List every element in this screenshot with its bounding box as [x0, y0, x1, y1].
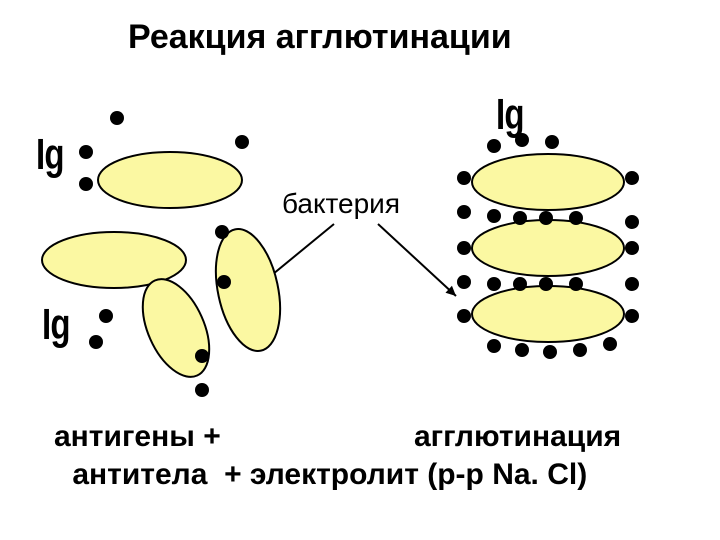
- antibody-dot: [457, 171, 471, 185]
- caption-antigens: антигены +: [54, 420, 221, 454]
- antibody-dot: [457, 309, 471, 323]
- antibody-dot: [573, 343, 587, 357]
- diagram-stage: Реакция агглютинации Ig Ig Ig бактерия а…: [0, 0, 720, 540]
- antibody-dot: [79, 145, 93, 159]
- antibody-dot: [569, 277, 583, 291]
- antibody-dot: [569, 211, 583, 225]
- caption-line2: антитела + электролит (р-р Na. Cl): [64, 458, 587, 492]
- antibody-dot: [543, 345, 557, 359]
- bacteria-ellipse: [470, 284, 626, 344]
- antibody-dot: [217, 275, 231, 289]
- antibody-dot: [195, 349, 209, 363]
- bacteria-ellipse: [470, 152, 626, 212]
- antibody-dot: [625, 215, 639, 229]
- antibody-dot: [625, 309, 639, 323]
- caption-agglutination: агглютинация: [414, 420, 621, 454]
- antibody-dot: [515, 133, 529, 147]
- bacteria-ellipse: [470, 218, 626, 278]
- bacteria-ellipse: [96, 150, 244, 210]
- antibody-dot: [110, 111, 124, 125]
- antibody-dot: [487, 209, 501, 223]
- antibody-dot: [235, 135, 249, 149]
- antibody-dot: [457, 275, 471, 289]
- antibody-dot: [513, 211, 527, 225]
- antibody-dot: [487, 277, 501, 291]
- antibody-dot: [513, 277, 527, 291]
- antibody-dot: [603, 337, 617, 351]
- antibody-dot: [625, 171, 639, 185]
- antibody-dot: [515, 343, 529, 357]
- antibody-dot: [79, 177, 93, 191]
- antibody-dot: [625, 277, 639, 291]
- antibody-dot: [195, 383, 209, 397]
- antibody-dot: [457, 241, 471, 255]
- antibody-dot: [539, 277, 553, 291]
- antibody-dot: [545, 135, 559, 149]
- antibody-dot: [487, 139, 501, 153]
- antibody-dot: [457, 205, 471, 219]
- antibody-dot: [625, 241, 639, 255]
- antibody-dot: [487, 339, 501, 353]
- antibody-dot: [89, 335, 103, 349]
- antibody-dot: [539, 211, 553, 225]
- antibody-dot: [99, 309, 113, 323]
- antibody-dot: [215, 225, 229, 239]
